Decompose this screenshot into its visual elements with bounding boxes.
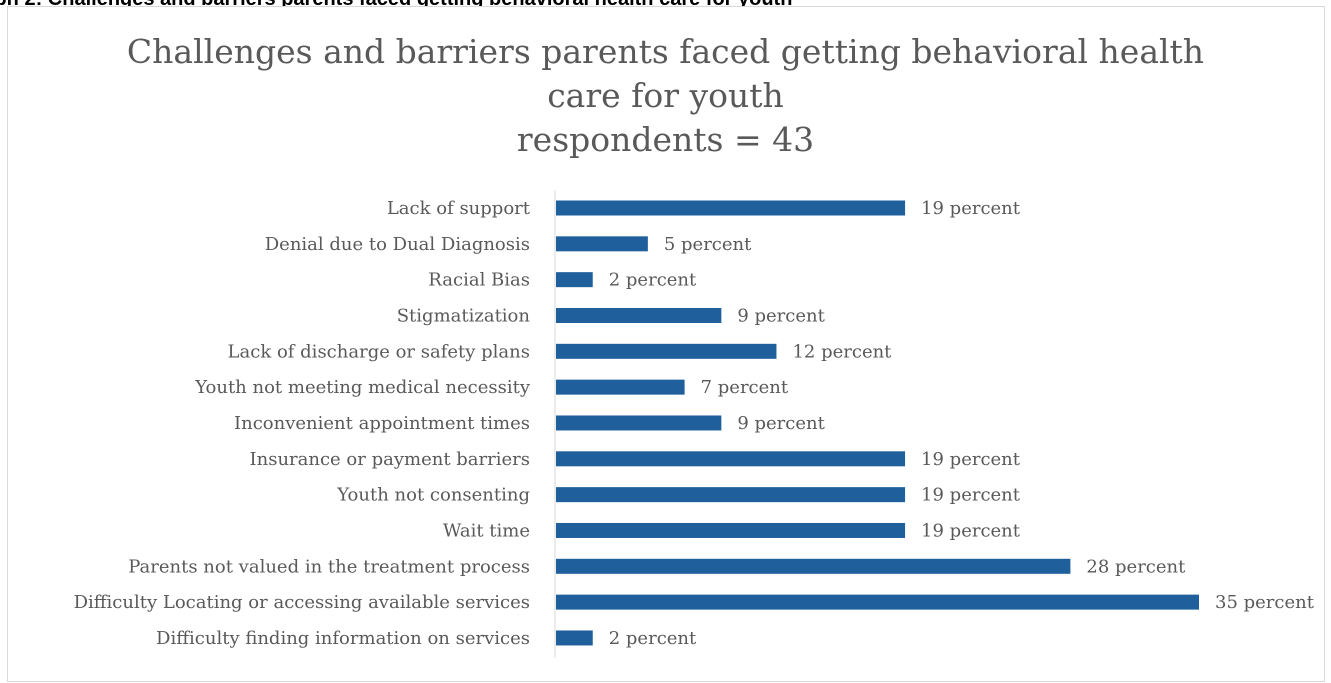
chart-title-line-2: care for youth xyxy=(547,76,784,115)
value-label-7: 9 percent xyxy=(737,413,825,434)
category-label-6: Youth not meeting medical necessity xyxy=(194,377,531,398)
bar-12 xyxy=(556,594,1199,610)
bar-6 xyxy=(556,379,685,395)
category-label-7: Inconvenient appointment times xyxy=(234,413,530,434)
category-label-8: Insurance or payment barriers xyxy=(250,449,531,470)
bar-2 xyxy=(556,236,648,252)
category-label-5: Lack of discharge or safety plans xyxy=(228,341,530,362)
category-label-3: Racial Bias xyxy=(428,270,530,291)
chart-title-line-1: Challenges and barriers parents faced ge… xyxy=(126,32,1205,71)
value-label-6: 7 percent xyxy=(701,377,789,398)
bar-13 xyxy=(556,630,593,646)
value-label-2: 5 percent xyxy=(664,234,752,255)
category-label-9: Youth not consenting xyxy=(336,485,530,506)
value-label-13: 2 percent xyxy=(609,628,697,649)
category-label-2: Denial due to Dual Diagnosis xyxy=(265,234,530,255)
value-label-4: 9 percent xyxy=(737,305,825,326)
category-label-12: Difficulty Locating or accessing availab… xyxy=(74,592,530,613)
value-label-10: 19 percent xyxy=(921,520,1021,541)
bar-7 xyxy=(556,415,722,431)
category-label-11: Parents not valued in the treatment proc… xyxy=(128,556,530,577)
category-label-10: Wait time xyxy=(443,520,530,541)
chart-title-line-3: respondents = 43 xyxy=(516,120,815,159)
figure-caption: Graph 2: Challenges and barriers parents… xyxy=(0,0,1331,8)
bar-11 xyxy=(556,558,1071,574)
bar-8 xyxy=(556,451,906,467)
value-label-8: 19 percent xyxy=(921,449,1021,470)
bar-3 xyxy=(556,272,593,288)
value-label-5: 12 percent xyxy=(792,341,892,362)
bar-1 xyxy=(556,200,906,216)
value-label-11: 28 percent xyxy=(1086,556,1186,577)
category-label-4: Stigmatization xyxy=(397,305,531,326)
chart-title: Challenges and barriers parents faced ge… xyxy=(0,30,1331,162)
value-label-12: 35 percent xyxy=(1215,592,1315,613)
value-label-1: 19 percent xyxy=(921,198,1021,219)
value-label-3: 2 percent xyxy=(609,270,697,291)
bar-5 xyxy=(556,343,777,359)
value-label-9: 19 percent xyxy=(921,485,1021,506)
category-label-13: Difficulty finding information on servic… xyxy=(156,628,530,649)
category-label-1: Lack of support xyxy=(387,198,531,219)
bar-4 xyxy=(556,307,722,323)
bar-10 xyxy=(556,522,906,538)
bar-9 xyxy=(556,487,906,503)
